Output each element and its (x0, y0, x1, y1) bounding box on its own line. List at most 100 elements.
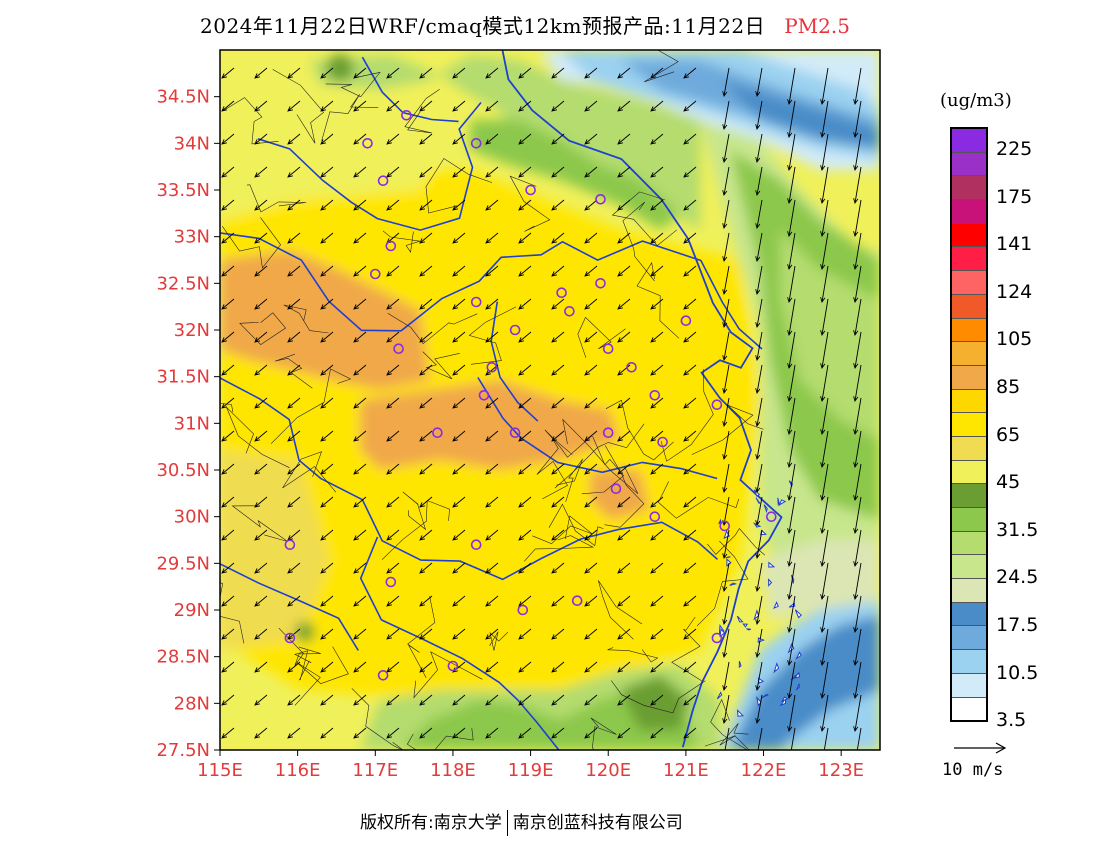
wind-arrow (683, 496, 697, 508)
wind-arrow (320, 232, 334, 244)
lat-tick-label: 33.5N (156, 180, 210, 201)
wind-arrow (683, 661, 697, 673)
wind-arrow (551, 133, 565, 145)
county-boundary (387, 313, 478, 345)
wind-arrow (787, 100, 796, 139)
wind-arrow (787, 364, 796, 403)
wind-arrow (551, 430, 565, 442)
wind-arrow (419, 133, 433, 145)
lon-tick-label: 122E (741, 760, 787, 781)
county-boundary (468, 306, 517, 365)
lat-tick-label: 34.5N (156, 87, 210, 108)
wind-arrow (287, 166, 301, 178)
wind-arrow (452, 727, 466, 739)
wind-arrow (386, 562, 400, 574)
wind-arrow (755, 496, 763, 527)
wind-arrow (254, 133, 268, 145)
station-marker (377, 175, 389, 186)
wind-arrow (518, 166, 532, 178)
county-boundary (532, 515, 593, 545)
wind-arrow (787, 265, 796, 304)
station-marker (470, 296, 482, 308)
wind-arrow (485, 133, 499, 145)
wind-arrow (287, 430, 301, 442)
wind-arrow (853, 232, 862, 271)
wind-arrow (419, 67, 433, 79)
wind-arrow (485, 727, 499, 739)
wind-arrow (386, 133, 400, 145)
county-boundary (590, 717, 617, 750)
legend-label: 141 (996, 233, 1033, 256)
wind-arrow (419, 199, 433, 211)
wind-arrow (551, 496, 565, 508)
county-boundary (610, 680, 706, 714)
county-boundary (636, 261, 680, 339)
wind-arrow (584, 298, 598, 310)
wind-arrow (419, 331, 433, 343)
wind-arrow (551, 331, 565, 343)
wind-arrow (419, 595, 433, 607)
station-marker (525, 184, 536, 196)
lat-tick-label: 30N (174, 507, 210, 528)
island (773, 662, 780, 674)
station-marker (765, 511, 777, 523)
wind-arrow (755, 364, 763, 395)
wind-arrow (853, 463, 862, 502)
wind-arrow (452, 397, 466, 409)
province-boundary (220, 562, 359, 651)
province-boundary (220, 377, 719, 581)
legend-swatch (952, 460, 986, 485)
wind-arrow (551, 298, 565, 310)
wind-arrow (617, 595, 631, 607)
wind-arrow (518, 331, 532, 343)
legend-swatch (952, 413, 986, 437)
station-marker (509, 427, 521, 439)
wind-arrow (853, 100, 862, 139)
wind-arrow (617, 430, 631, 442)
wind-arrow (320, 364, 334, 376)
wind-arrow (551, 529, 565, 541)
wind-arrow (617, 463, 631, 475)
legend-label: 17.5 (996, 613, 1039, 636)
station-marker (657, 436, 668, 448)
wind-arrow (722, 100, 730, 131)
wind-arrow (755, 628, 763, 659)
wind-arrow (650, 199, 664, 211)
wind-arrow (551, 628, 565, 640)
pm25-field (220, 50, 880, 750)
wind-arrow (787, 430, 796, 469)
county-boundary (220, 582, 245, 644)
wind-arrow (221, 397, 235, 409)
wind-arrow (254, 232, 268, 244)
wind-arrow (452, 133, 466, 145)
wind-arrow (617, 199, 631, 211)
county-boundary (607, 647, 659, 663)
wind-arrow (551, 67, 565, 79)
lat-tick-label: 34N (174, 133, 210, 154)
island (763, 504, 768, 514)
wind-arrow (287, 595, 301, 607)
island (773, 601, 779, 610)
wind-arrow (518, 562, 532, 574)
island (794, 609, 802, 619)
wind-arrow (485, 166, 499, 178)
wind-arrow (551, 562, 565, 574)
wind-arrow (287, 232, 301, 244)
station-marker (571, 595, 583, 607)
legend-swatch (952, 200, 986, 224)
wind-arrow (584, 628, 598, 640)
county-boundary (278, 627, 321, 666)
county-boundary (536, 439, 568, 500)
wind-arrow (853, 331, 862, 370)
county-boundary (644, 50, 679, 83)
county-boundary (381, 500, 450, 560)
wind-arrow (485, 529, 499, 541)
wind-arrow (419, 364, 433, 376)
lat-tick-label: 28N (174, 693, 210, 714)
legend-swatch (952, 129, 986, 153)
wind-arrow (320, 529, 334, 541)
wind-arrow (518, 100, 532, 112)
wind-arrow (320, 199, 334, 211)
lon-tick-label: 123E (818, 760, 864, 781)
wind-arrow (617, 628, 631, 640)
